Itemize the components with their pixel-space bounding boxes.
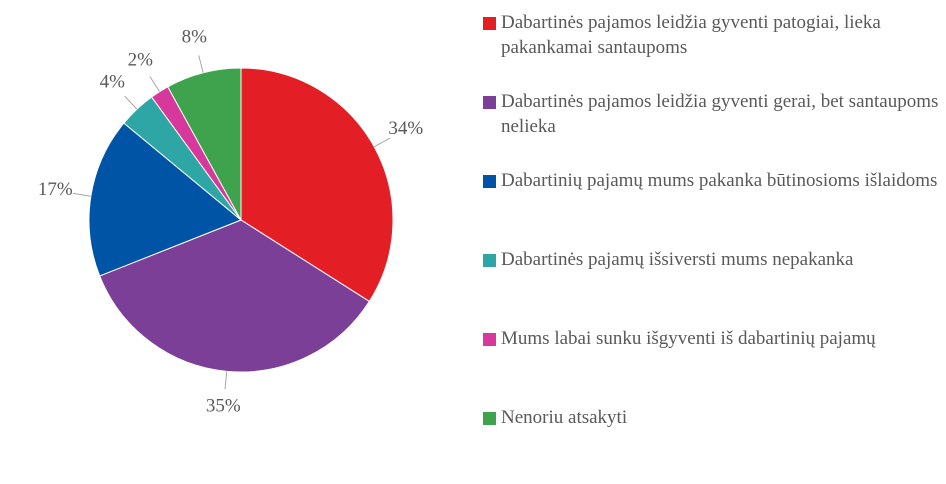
leader-line [224, 371, 228, 390]
legend-swatch [483, 17, 496, 30]
leader-line [149, 76, 160, 92]
legend-swatch [483, 96, 496, 109]
legend-item: Dabartinių pajamų mums pakanka būtinosio… [483, 168, 943, 247]
legend-label: Mums labai sunku išgyventi iš dabartinių… [501, 328, 876, 349]
legend: Dabartinės pajamos leidžia gyventi patog… [483, 10, 943, 484]
legend-label: Nenoriu atsakyti [501, 407, 628, 428]
legend-swatch [483, 333, 496, 346]
pie-slice [88, 122, 242, 277]
legend-item: Dabartinės pajamų išsiversti mums nepaka… [483, 247, 943, 326]
legend-label: Dabartinių pajamų mums pakanka būtinosio… [501, 170, 938, 191]
leader-line [73, 192, 91, 197]
data-label: 2% [128, 50, 154, 71]
legend-item: Dabartinės pajamos leidžia gyventi patog… [483, 10, 943, 89]
leader-line [198, 55, 204, 73]
pie-slice [99, 219, 371, 373]
legend-item: Dabartinės pajamos leidžia gyventi gerai… [483, 89, 943, 168]
leader-line [124, 95, 138, 110]
legend-swatch [483, 412, 496, 425]
data-label: 4% [100, 71, 126, 92]
legend-item: Nenoriu atsakyti [483, 405, 943, 484]
data-label: 8% [182, 26, 208, 47]
data-label: 17% [38, 179, 73, 200]
legend-swatch [483, 175, 496, 188]
legend-label: Dabartinės pajamos leidžia gyventi gerai… [501, 91, 939, 137]
page: {"chart_data": {"type": "pie", "categori… [37, 12, 939, 428]
data-label: 34% [388, 118, 423, 139]
legend-item: Mums labai sunku išgyventi iš dabartinių… [483, 326, 943, 405]
legend-label: Dabartinės pajamos leidžia gyventi patog… [501, 12, 881, 58]
leader-line [373, 137, 391, 148]
chart: 34% 35% 17% 4%2% 8% [38, 26, 423, 417]
legend-label: Dabartinės pajamų išsiversti mums nepaka… [501, 249, 854, 270]
legend-swatch [483, 254, 496, 267]
data-label: 35% [206, 396, 241, 417]
